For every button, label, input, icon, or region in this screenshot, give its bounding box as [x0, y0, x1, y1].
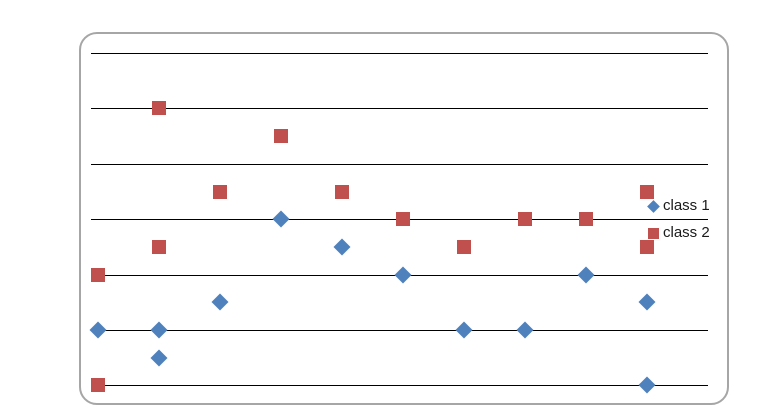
scatter-point-class1 — [150, 321, 168, 339]
scatter-point-class2 — [579, 212, 593, 227]
scatter-point-class1 — [89, 321, 107, 339]
legend-item-class2: class 2 — [645, 223, 710, 243]
scatter-point-class2 — [91, 267, 105, 282]
gridline — [91, 163, 708, 165]
scatter-point-class2 — [640, 239, 654, 254]
legend-label-class1: class 1 — [663, 197, 710, 214]
scatter-point-class2 — [518, 212, 532, 227]
scatter-point-class1 — [272, 210, 290, 228]
legend-item-class1: class 1 — [645, 196, 710, 216]
square-icon — [648, 227, 659, 239]
scatter-point-class2 — [152, 101, 166, 116]
legend-label-class2: class 2 — [663, 224, 710, 241]
scatter-point-class1 — [638, 293, 656, 311]
scatter-point-class1 — [577, 266, 595, 284]
scatter-point-class2 — [91, 378, 105, 393]
gridline — [91, 53, 708, 54]
scatter-point-class1 — [455, 321, 473, 339]
scatter-point-class2 — [396, 212, 410, 227]
gridline — [91, 330, 708, 331]
scatter-point-class2 — [213, 184, 227, 199]
diamond-icon — [647, 199, 660, 213]
scatter-point-class2 — [457, 239, 471, 254]
scatter-point-class2 — [152, 239, 166, 254]
scatter-point-class1 — [516, 321, 534, 339]
scatter-point-class2 — [274, 129, 288, 144]
plot-area — [89, 53, 708, 394]
scatter-point-class1 — [211, 293, 229, 311]
scatter-point-class2 — [640, 184, 654, 199]
scatter-point-class1 — [333, 238, 351, 256]
scatter-point-class2 — [335, 184, 349, 199]
scatter-point-class1 — [150, 349, 168, 367]
gridline — [91, 385, 708, 387]
scatter-point-class1 — [394, 266, 412, 284]
gridline — [91, 108, 708, 110]
